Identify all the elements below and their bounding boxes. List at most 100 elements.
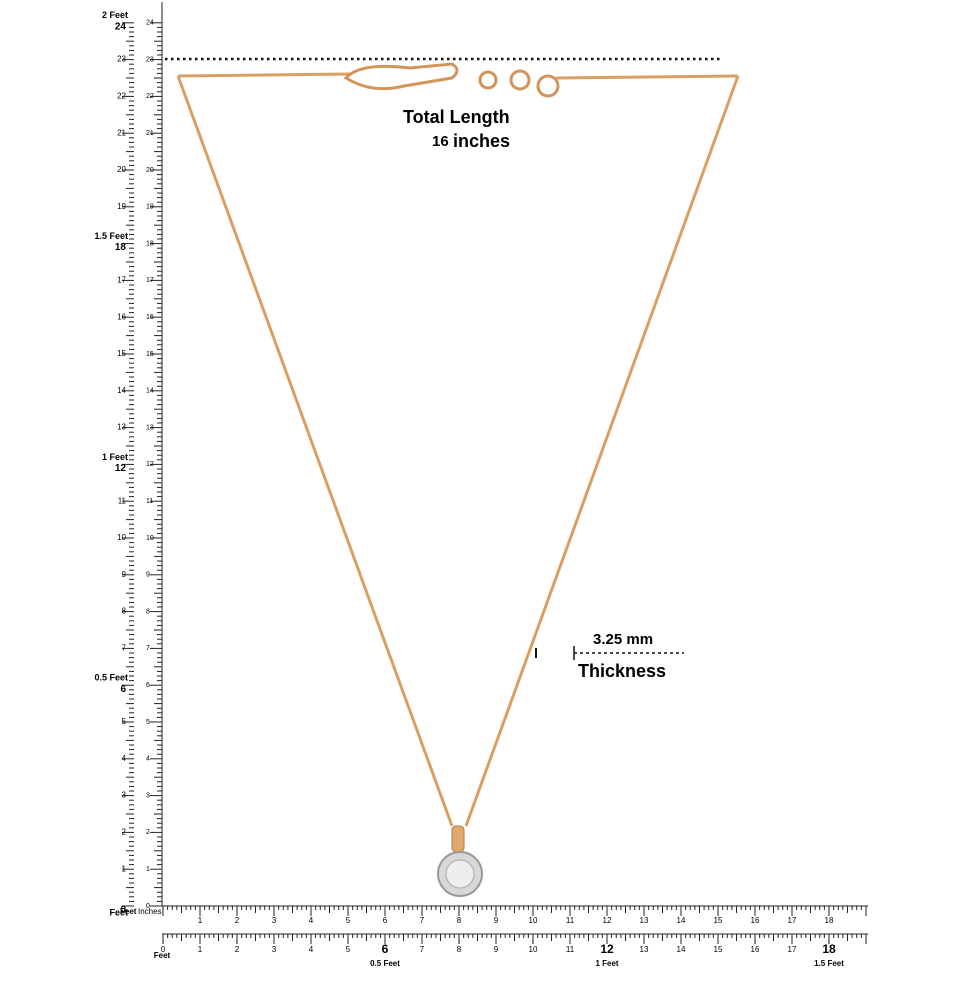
inch-label: 15: [117, 349, 126, 358]
inch-label: 5: [346, 916, 351, 925]
inch-label: 12: [603, 916, 612, 925]
chain: [464, 75, 740, 827]
inch-label: 6: [120, 684, 126, 695]
inch-label: 0: [161, 945, 166, 954]
inch-label: 4: [309, 945, 314, 954]
pendant-stone: [445, 859, 475, 889]
inch-label: 3: [122, 791, 127, 800]
inch-label: 7: [420, 945, 425, 954]
inch-label: 24: [146, 20, 154, 27]
inch-label: 9: [146, 572, 150, 579]
inch-label: 6: [383, 916, 388, 925]
inch-label: 18: [822, 942, 836, 956]
inch-label: 22: [117, 92, 126, 101]
unit-label: Inches: [138, 907, 162, 916]
inch-label: 11: [146, 498, 153, 505]
inch-label: 19: [117, 202, 126, 211]
inch-label: 13: [117, 423, 126, 432]
inch-label: 11: [118, 496, 127, 505]
inch-label: 12: [146, 461, 154, 468]
thickness-label: Thickness: [578, 661, 666, 681]
inch-label: 8: [457, 916, 462, 925]
inch-label: 14: [677, 916, 686, 925]
feet-label: 1.5 Feet: [94, 231, 128, 241]
inch-label: 8: [122, 607, 127, 616]
bail: [451, 825, 465, 853]
inch-label: 2: [122, 828, 127, 837]
inch-label: 6: [146, 682, 150, 689]
ring: [509, 69, 531, 91]
inch-label: 15: [146, 351, 154, 358]
inch-label: 7: [122, 644, 127, 653]
inch-label: 8: [146, 608, 150, 615]
inch-label: 4: [309, 916, 314, 925]
inch-label: 5: [146, 719, 150, 726]
inch-label: 18: [146, 240, 154, 247]
inch-label: 16: [117, 312, 126, 321]
inch-label: 20: [117, 165, 126, 174]
inch-label: 10: [117, 533, 126, 542]
inch-label: 3: [272, 916, 277, 925]
inch-label: 9: [122, 570, 127, 579]
chain: [177, 72, 351, 78]
inch-label: 24: [115, 21, 127, 32]
inch-label: 17: [788, 916, 797, 925]
feet-label: 1 Feet: [595, 959, 618, 968]
necklace: [176, 62, 740, 897]
inch-label: 13: [640, 916, 649, 925]
inch-label: 23: [146, 56, 154, 63]
inch-label: 13: [640, 945, 649, 954]
feet-label: Feet: [154, 951, 171, 960]
inch-label: 12: [600, 942, 614, 956]
inch-label: 1: [198, 916, 203, 925]
inch-label: 16: [751, 945, 760, 954]
inch-label: 13: [146, 424, 154, 431]
thickness-value: 3.25 mm: [593, 631, 653, 648]
inch-label: 16: [751, 916, 760, 925]
inch-label: 1: [122, 864, 127, 873]
inch-label: 5: [346, 945, 351, 954]
inch-label: 8: [457, 945, 462, 954]
inch-label: 15: [714, 916, 723, 925]
inch-label: 3: [146, 792, 150, 799]
inch-label: 17: [788, 945, 797, 954]
length-value: 16: [432, 133, 449, 150]
inch-label: 12: [115, 463, 127, 474]
inch-label: 9: [494, 945, 499, 954]
inch-label: 16: [146, 314, 154, 321]
inch-label: 11: [566, 945, 575, 954]
inch-label: 18: [115, 242, 127, 253]
inch-label: 0: [146, 903, 150, 910]
clasp: [343, 62, 459, 91]
feet-label: 1 Feet: [102, 452, 128, 462]
inch-label: 7: [420, 916, 425, 925]
inch-label: 1: [146, 866, 150, 873]
inch-label: 21: [117, 128, 126, 137]
inch-label: 2: [235, 916, 240, 925]
inch-label: 23: [117, 55, 126, 64]
inch-label: 4: [122, 754, 127, 763]
inch-label: 4: [146, 756, 150, 763]
inch-label: 15: [714, 945, 723, 954]
inch-label: 0: [120, 905, 126, 916]
inch-label: 21: [146, 130, 154, 137]
inch-label: 1: [198, 945, 203, 954]
feet-label: 1.5 Feet: [814, 959, 844, 968]
inch-label: 18: [825, 916, 834, 925]
inch-label: 10: [529, 945, 538, 954]
chain: [176, 75, 454, 827]
inch-label: 6: [382, 942, 389, 956]
inch-label: 19: [146, 204, 154, 211]
chain: [555, 74, 739, 80]
unit-label: Feet: [120, 907, 137, 916]
feet-label: 0.5 Feet: [370, 959, 400, 968]
inch-label: 2: [146, 829, 150, 836]
inch-label: 14: [677, 945, 686, 954]
ring: [536, 74, 560, 98]
inch-label: 20: [146, 167, 154, 174]
inch-label: 17: [146, 277, 154, 284]
inch-label: 17: [117, 276, 126, 285]
ring: [478, 70, 498, 90]
feet-label: Feet: [109, 907, 128, 917]
